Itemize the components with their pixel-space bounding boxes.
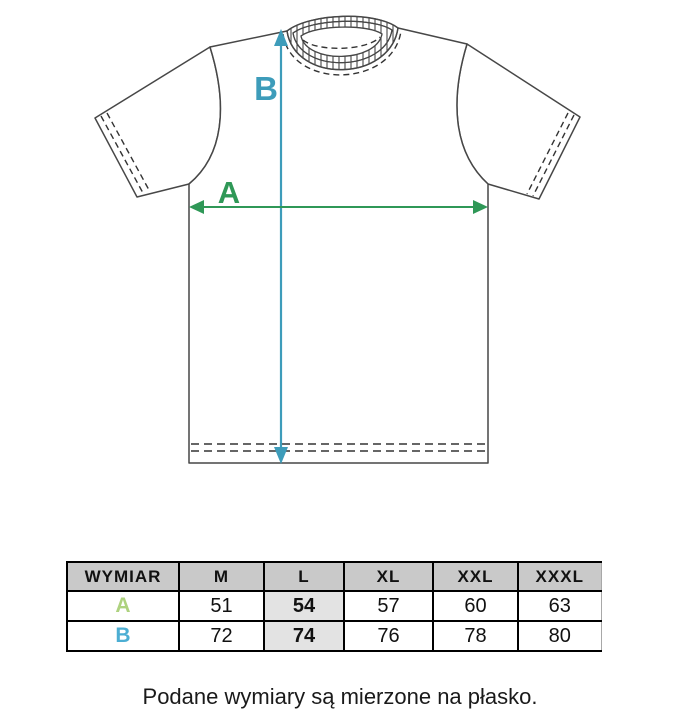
size-cell-a-xxl: 60 [432, 590, 519, 622]
width-label: A [218, 175, 240, 210]
measurement-note: Podane wymiary są mierzone na płasko. [142, 684, 538, 709]
tshirt-diagram: B A [94, 15, 581, 464]
size-cell-b-xl: 76 [343, 620, 434, 652]
size-cell-b-xxl: 78 [432, 620, 519, 652]
width-arrowhead-left [189, 200, 204, 214]
back-neck-stitch [302, 36, 381, 49]
size-row-b: B 72 74 76 78 80 [66, 620, 602, 652]
left-cuff-stitch [100, 112, 150, 194]
size-row-a: A 51 54 57 60 63 [66, 590, 602, 622]
size-table: WYMIAR M L XL XXL XXXL A 51 54 57 60 63 … [66, 561, 602, 652]
size-cell-a-l: 54 [263, 590, 345, 622]
row-label-b: B [66, 620, 180, 652]
length-arrowhead-top [274, 29, 288, 46]
neck-opening [300, 26, 383, 58]
size-cell-b-xxxl: 80 [517, 620, 602, 652]
size-cell-b-l: 74 [263, 620, 345, 652]
row-label-a: A [66, 590, 180, 622]
size-cell-a-m: 51 [178, 590, 265, 622]
size-col-header-xxxl: XXXL [517, 561, 602, 592]
width-arrowhead-right [473, 200, 488, 214]
size-table-header-row: WYMIAR M L XL XXL XXXL [66, 561, 602, 592]
size-cell-a-xxxl: 63 [517, 590, 602, 622]
size-col-header-xxl: XXL [432, 561, 519, 592]
tshirt-body [188, 27, 489, 464]
size-col-header-m: M [178, 561, 265, 592]
right-cuff-stitch [526, 112, 575, 197]
size-col-header-xl: XL [343, 561, 434, 592]
length-arrowhead-bottom [274, 447, 288, 464]
size-cell-a-xl: 57 [343, 590, 434, 622]
size-cell-b-m: 72 [178, 620, 265, 652]
bottom-hem-stitch [191, 443, 486, 452]
size-col-header-l: L [263, 561, 345, 592]
size-col-header-wymiar: WYMIAR [66, 561, 180, 592]
length-label: B [254, 70, 278, 107]
